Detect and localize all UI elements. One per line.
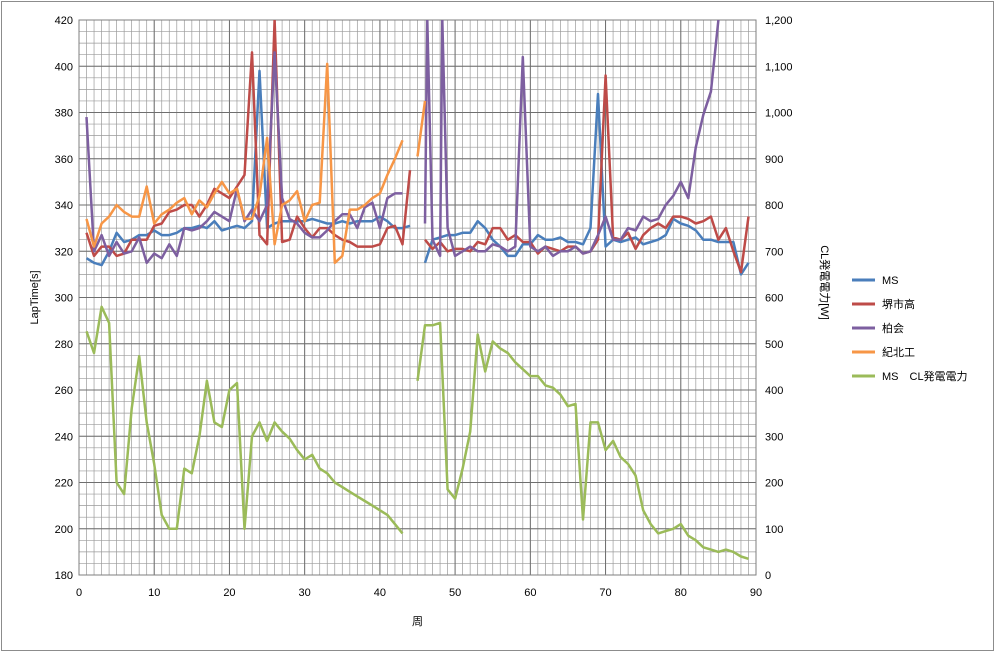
y2-tick-label: 0 xyxy=(765,570,771,582)
legend-label: MS xyxy=(882,275,899,287)
y-tick-label: 220 xyxy=(55,478,73,490)
legend-label: 紀北工 xyxy=(882,346,915,359)
y2-tick-label: 700 xyxy=(765,246,783,258)
y-tick-label: 360 xyxy=(55,154,73,166)
y2-tick-label: 100 xyxy=(765,524,783,536)
y-axis-title: LapTime[s] xyxy=(29,270,41,324)
x-tick-label: 40 xyxy=(374,587,386,599)
legend-label: MS CL発電電力 xyxy=(882,369,968,383)
x-tick-label: 0 xyxy=(76,587,82,599)
x-tick-label: 10 xyxy=(148,587,160,599)
x-tick-label: 50 xyxy=(449,587,461,599)
x-tick-label: 70 xyxy=(599,587,611,599)
series-line xyxy=(85,305,749,560)
series-line xyxy=(85,62,427,265)
y-tick-label: 380 xyxy=(55,108,73,120)
y-tick-label: 320 xyxy=(55,246,73,258)
y-tick-label: 400 xyxy=(55,61,73,73)
y-tick-label: 200 xyxy=(55,524,73,536)
y2-tick-label: 800 xyxy=(765,200,783,212)
x-tick-label: 30 xyxy=(299,587,311,599)
y2-axis-title: CL発電電力[W] xyxy=(818,245,832,320)
x-tick-label: 80 xyxy=(675,587,687,599)
y2-tick-label: 200 xyxy=(765,478,783,490)
legend-label: 堺市高 xyxy=(882,297,915,311)
y2-tick-label: 1,200 xyxy=(765,15,793,27)
legend-label: 柏会 xyxy=(882,321,904,335)
y2-tick-label: 400 xyxy=(765,385,783,397)
y-tick-label: 340 xyxy=(55,200,73,212)
y2-tick-label: 1,000 xyxy=(765,108,793,120)
y-tick-label: 420 xyxy=(55,15,73,27)
y2-tick-label: 500 xyxy=(765,339,783,351)
x-tick-label: 20 xyxy=(223,587,235,599)
y-tick-label: 260 xyxy=(55,385,73,397)
plot-border xyxy=(78,19,757,576)
x-tick-label: 60 xyxy=(524,587,536,599)
y-tick-label: 240 xyxy=(55,431,73,443)
y-tick-label: 280 xyxy=(55,339,73,351)
y2-tick-label: 1,100 xyxy=(765,61,793,73)
x-tick-label: 90 xyxy=(750,587,762,599)
y2-tick-label: 900 xyxy=(765,154,783,166)
y-tick-label: 180 xyxy=(55,570,73,582)
y2-tick-label: 300 xyxy=(765,431,783,443)
series-line xyxy=(85,69,750,276)
y2-tick-label: 600 xyxy=(765,293,783,305)
x-axis-title: 周 xyxy=(412,615,423,628)
y-tick-label: 300 xyxy=(55,293,73,305)
